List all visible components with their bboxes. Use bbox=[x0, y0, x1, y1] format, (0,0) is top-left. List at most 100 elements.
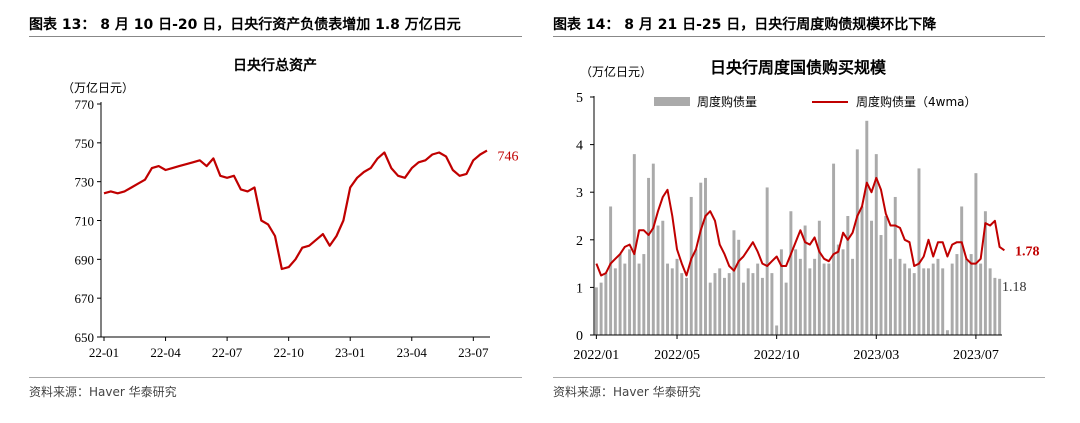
weekly-purchase-bar bbox=[751, 273, 755, 335]
legend-bar-swatch bbox=[654, 97, 690, 106]
weekly-purchase-bar bbox=[632, 154, 636, 335]
left-y-tick-label: 710 bbox=[75, 214, 95, 229]
weekly-purchase-bar bbox=[599, 282, 603, 335]
weekly-purchase-bar bbox=[722, 277, 726, 335]
weekly-purchase-bar bbox=[836, 244, 840, 335]
weekly-purchase-bar bbox=[784, 282, 788, 335]
left-y-unit-label: （万亿日元） bbox=[62, 80, 134, 95]
left-total-assets-line bbox=[103, 149, 488, 271]
weekly-purchase-bar bbox=[670, 268, 674, 335]
left-y-tick-label: 730 bbox=[75, 175, 95, 190]
weekly-purchase-bar bbox=[713, 273, 717, 335]
right-figure-title: 图表 14： 8 月 21 日-25 日，日央行周度购债规模环比下降 bbox=[553, 17, 937, 33]
weekly-purchase-bar bbox=[694, 249, 698, 335]
left-line-chart: 日央行总资产 （万亿日元） 650 670 690 710 730 750 770 22-01 22… bbox=[62, 57, 519, 360]
left-x-tick-label: 23-01 bbox=[335, 345, 365, 360]
weekly-purchase-bar bbox=[609, 206, 613, 335]
weekly-purchase-bar bbox=[699, 182, 703, 335]
weekly-purchase-bar bbox=[642, 254, 646, 335]
weekly-purchase-bar bbox=[941, 268, 945, 335]
weekly-purchase-bar bbox=[798, 258, 802, 335]
weekly-purchase-bar bbox=[732, 230, 736, 335]
left-figure-title: 图表 13： 8 月 10 日-20 日，日央行资产负债表增加 1.8 万亿日元 bbox=[29, 17, 461, 33]
weekly-purchase-bar bbox=[936, 258, 940, 335]
weekly-purchase-bar bbox=[974, 173, 978, 335]
left-x-tick-label: 23-04 bbox=[397, 345, 428, 360]
weekly-purchase-bar bbox=[760, 277, 764, 335]
weekly-purchase-bar bbox=[623, 263, 627, 335]
weekly-purchase-bar bbox=[675, 258, 679, 335]
weekly-purchase-bar bbox=[647, 177, 651, 335]
left-x-tick-label: 23-07 bbox=[458, 345, 489, 360]
weekly-purchase-bar bbox=[689, 196, 693, 335]
weekly-purchase-bar bbox=[661, 220, 665, 335]
left-y-tick-label: 690 bbox=[75, 252, 95, 267]
left-x-tick-label: 22-07 bbox=[212, 345, 243, 360]
weekly-purchase-bar bbox=[917, 168, 921, 335]
left-figure-panel: 图表 13： 8 月 10 日-20 日，日央行资产负债表增加 1.8 万亿日元… bbox=[29, 17, 522, 399]
weekly-purchase-bar bbox=[945, 330, 949, 335]
left-end-value-label: 746 bbox=[498, 150, 519, 165]
weekly-purchase-bar bbox=[794, 249, 798, 335]
weekly-purchase-bar bbox=[903, 263, 907, 335]
weekly-purchase-bar bbox=[874, 154, 878, 335]
weekly-purchase-bar bbox=[594, 287, 598, 335]
weekly-purchase-bar bbox=[922, 268, 926, 335]
right-y-tick-label: 0 bbox=[576, 329, 583, 344]
right-figure-panel: 图表 14： 8 月 21 日-25 日，日央行周度购债规模环比下降 日央行周度… bbox=[540, 0, 1080, 423]
weekly-purchase-bar bbox=[637, 263, 641, 335]
right-x-tick-label: 2022/10 bbox=[754, 348, 800, 363]
left-x-tick-label: 22-10 bbox=[273, 345, 303, 360]
weekly-purchase-bar bbox=[746, 268, 750, 335]
legend-bar-label: 周度购债量 bbox=[697, 94, 757, 109]
left-y-tick-label: 670 bbox=[75, 291, 95, 306]
weekly-purchase-bar bbox=[908, 268, 911, 335]
weekly-purchase-bar bbox=[870, 220, 874, 335]
weekly-purchase-bar bbox=[912, 273, 916, 335]
right-end-bar-label: 1.18 bbox=[1002, 280, 1027, 295]
weekly-purchase-bar bbox=[931, 263, 935, 335]
weekly-purchase-bar bbox=[879, 235, 883, 335]
right-x-tick-label: 2023/03 bbox=[853, 348, 899, 363]
weekly-purchase-bar bbox=[737, 239, 741, 335]
weekly-purchase-bar bbox=[884, 216, 888, 335]
weekly-purchase-bar bbox=[770, 273, 774, 335]
weekly-purchase-bar bbox=[628, 249, 632, 335]
left-bottom-rule bbox=[29, 377, 522, 378]
weekly-purchase-bar bbox=[704, 177, 707, 335]
weekly-purchase-bar bbox=[969, 254, 973, 335]
weekly-purchase-bar bbox=[832, 163, 836, 335]
left-source-note: 资料来源：Haver 华泰研究 bbox=[29, 385, 177, 399]
weekly-purchase-bar bbox=[651, 163, 655, 335]
weekly-purchase-bar bbox=[955, 254, 959, 335]
right-title-rule bbox=[553, 36, 1045, 37]
weekly-purchase-bar bbox=[789, 211, 793, 335]
left-x-tick-label: 22-01 bbox=[89, 345, 119, 360]
weekly-purchase-bar bbox=[708, 282, 712, 335]
weekly-purchase-bar bbox=[964, 258, 968, 335]
right-chart-title: 日央行周度国债购买规模 bbox=[710, 58, 887, 77]
weekly-purchase-bar bbox=[898, 258, 902, 335]
weekly-purchase-bar bbox=[841, 249, 845, 335]
right-y-tick-label: 2 bbox=[576, 234, 583, 249]
weekly-purchase-bar bbox=[613, 268, 617, 335]
weekly-purchase-bar bbox=[656, 225, 660, 335]
right-end-line-label: 1.78 bbox=[1015, 244, 1040, 259]
weekly-purchase-bar bbox=[779, 249, 783, 335]
right-x-tick-label: 2022/05 bbox=[654, 348, 700, 363]
weekly-purchase-bar bbox=[765, 187, 769, 335]
left-title-rule bbox=[29, 36, 522, 37]
weekly-purchase-bar bbox=[998, 278, 1002, 335]
right-source-note: 资料来源：Haver 华泰研究 bbox=[553, 385, 701, 399]
right-x-tick-label: 2023/07 bbox=[953, 348, 999, 363]
weekly-purchase-bar bbox=[950, 263, 954, 335]
right-y-unit-label: （万亿日元） bbox=[580, 64, 652, 79]
weekly-purchase-bar bbox=[822, 263, 826, 335]
right-y-tick-label: 1 bbox=[576, 281, 583, 296]
weekly-purchase-bar bbox=[827, 263, 831, 335]
right-y-tick-label: 5 bbox=[576, 91, 583, 106]
weekly-purchase-bar bbox=[893, 196, 897, 335]
legend-line-label: 周度购债量（4wma） bbox=[856, 94, 977, 109]
right-x-tick-label: 2022/01 bbox=[573, 348, 619, 363]
left-chart-title: 日央行总资产 bbox=[233, 57, 317, 74]
